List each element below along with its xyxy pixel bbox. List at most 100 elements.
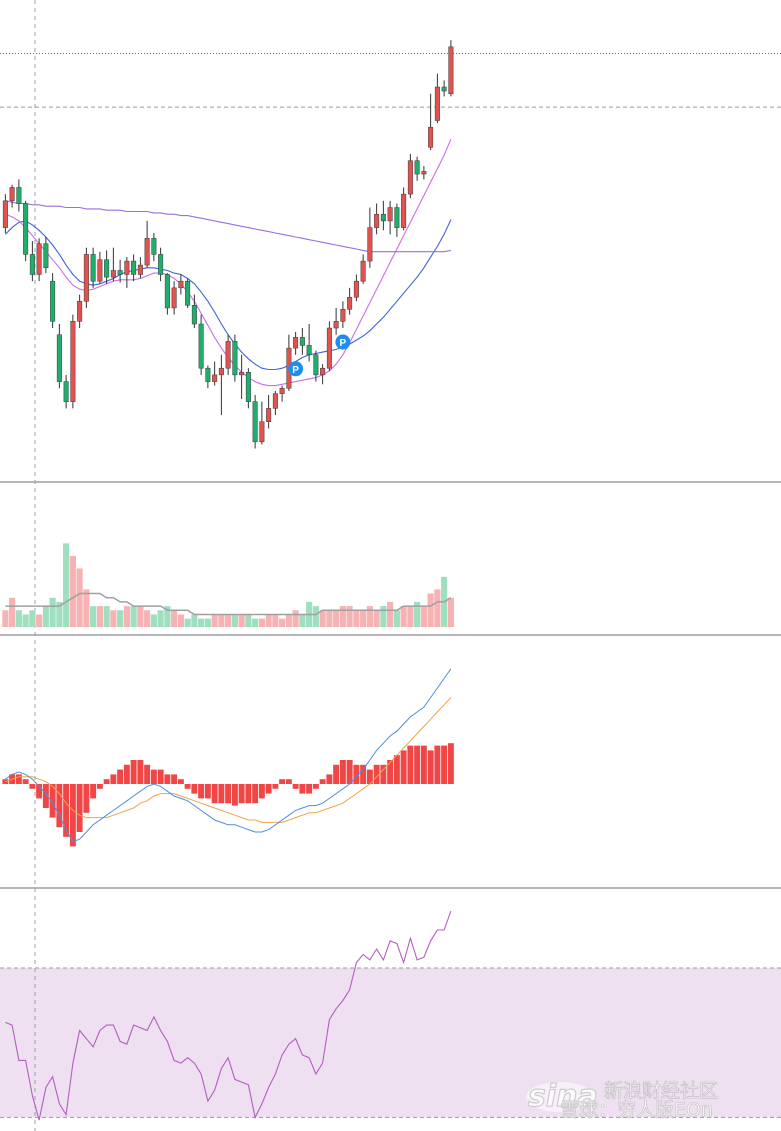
macd-histogram-bar [360,764,367,784]
rsi-line [5,910,452,1121]
macd-histogram-bar [285,779,292,784]
candle-body [16,187,22,204]
volume-bar [69,555,76,627]
macd-histogram-bar [353,764,360,784]
candle-body [367,227,373,262]
volume-bar [198,618,205,627]
marker-badge-0: P [288,361,304,377]
volume-bar [346,606,353,627]
macd-histogram-bar [56,784,63,828]
volume-bar [447,597,454,627]
candle-body [83,254,89,302]
candle-body [380,213,386,222]
candle-body [306,345,312,356]
price-ma-line-0 [5,219,452,371]
volume-bar [204,618,211,627]
macd-histogram-bar [346,760,353,784]
volume-bar [96,606,103,627]
candle-body [205,367,211,382]
macd-histogram-bar [373,764,380,784]
marker-label: P [292,365,299,376]
candle-body [448,46,454,94]
macd-histogram-bar [272,784,279,789]
volume-bar [312,606,319,627]
candle-body [387,207,393,222]
volume-bar [353,610,360,627]
volume-bar [2,610,9,627]
candle-body [340,309,346,322]
macd-histogram-bar [279,779,286,784]
macd-histogram-bar [231,784,238,806]
marker-circle [335,334,351,350]
volume-bar [265,614,272,627]
volume-bar [9,597,16,627]
volume-bar [137,606,144,627]
volume-bar [339,606,346,627]
macd-histogram-bar [245,784,252,804]
candle-body [293,337,299,349]
macd-histogram-bar [387,760,394,784]
volume-bar [333,610,340,627]
candle-body [97,259,103,282]
volume-bar [49,597,56,627]
rsi-band [0,968,781,1118]
candle-body [401,193,407,228]
macd-histogram-bar [198,784,205,799]
macd-dif-line [5,668,452,843]
candle-body [245,371,251,402]
volume-bar [157,610,164,627]
volume-bar [299,614,306,627]
macd-histogram-bar [366,769,373,784]
candle-body [29,254,35,275]
candle-body [171,287,177,309]
macd-histogram-bar [427,750,434,784]
volume-bar [103,606,110,627]
candle-body [36,243,42,275]
volume-bar [427,593,434,627]
candle-body [178,280,184,289]
macd-histogram-bar [96,784,103,789]
watermark-author-text: 雪球：穷人版EOn [560,1099,713,1121]
macd-histogram-bar [2,779,9,784]
candle-body [407,160,413,195]
macd-histogram-bar [123,764,130,784]
candle-body [266,408,272,423]
candle-body [259,421,265,443]
macd-histogram-bar [447,743,454,784]
candle-body [428,126,434,148]
volume-bar [117,610,124,627]
volume-bar [171,610,178,627]
macd-histogram-bar [333,764,340,784]
marker-label: P [340,338,347,349]
macd-histogram-bar [103,779,110,784]
volume-bar [366,606,373,627]
macd-histogram-bar [252,784,259,804]
candle-body [104,259,110,278]
candle-body [414,160,420,175]
macd-histogram-bar [130,760,137,784]
macd-histogram-bar [110,774,117,784]
macd-histogram-bar [184,784,191,789]
macd-histogram-bar [36,784,43,799]
volume-bar [184,618,191,627]
volume-bar [83,589,90,627]
candle-body [110,270,116,278]
macd-histogram-bar [42,784,49,808]
watermark-logo-text: sina [528,1079,598,1114]
candle-body [50,280,56,322]
candle-body [63,381,69,402]
candle-body [164,274,170,309]
macd-histogram-bar [15,774,22,784]
volume-bar [285,614,292,627]
candle-body [151,238,157,255]
candle-body [56,334,62,382]
volume-bar [326,610,333,627]
candle-body [158,254,164,275]
candle-body [333,321,339,329]
candle-body [272,393,278,409]
volume-bar [231,614,238,627]
candle-body [279,388,285,394]
macd-histogram-bar [441,745,448,784]
markers-group: PP [288,334,351,377]
volume-bar [420,606,427,627]
